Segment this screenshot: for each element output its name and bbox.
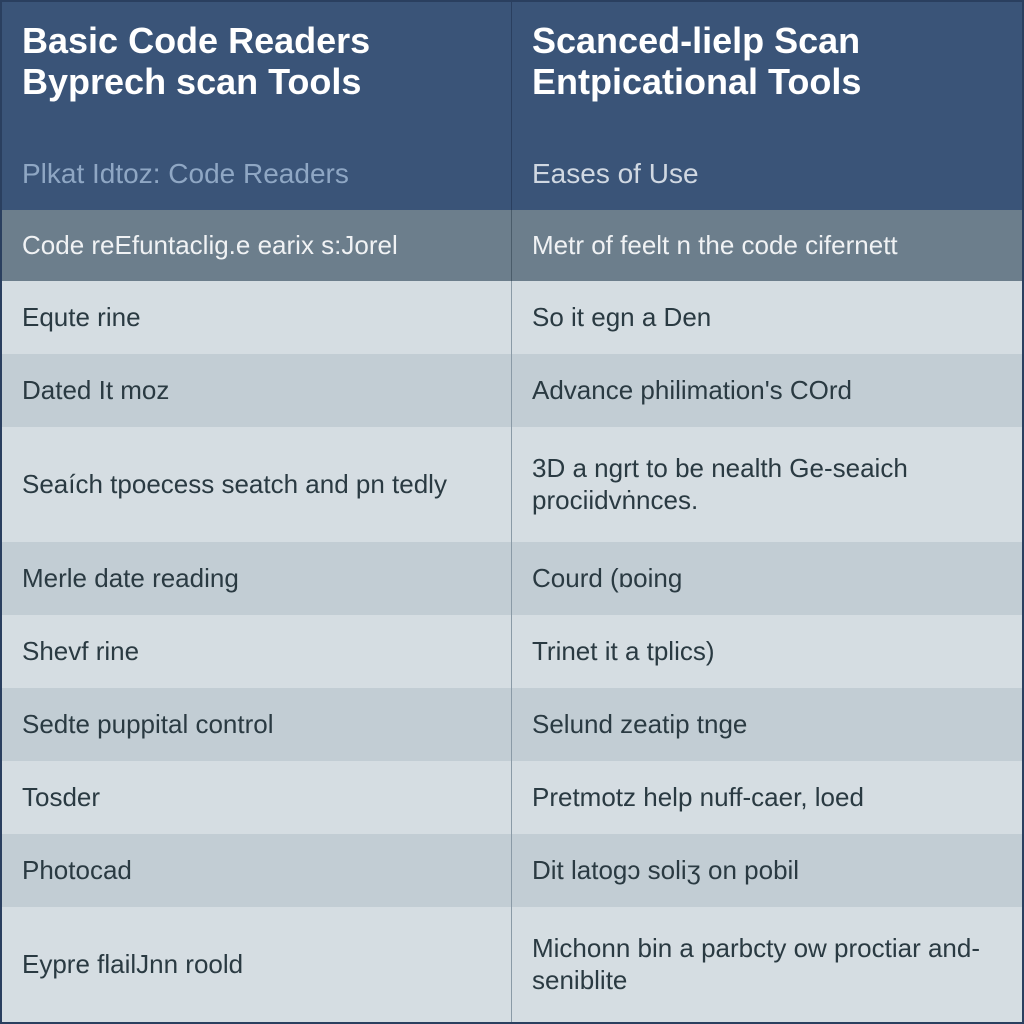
table-subheader-row: Code reEfuntaclig.e earix s:Jorel Metr o… [2, 210, 1022, 281]
table-row: Photocad Dit latogɔ soliʒ on pobil [2, 834, 1022, 907]
table-cell: Dit latogɔ soliʒ on pobil [512, 834, 1022, 907]
column-header-right: Scanced-lielp Scan Entpicational Tools [512, 2, 1022, 145]
column-header-left: Basic Code Readers Byprech scan Tools [2, 2, 512, 145]
table-cell: Michonn bin a parbcty ow proctiar and-se… [512, 907, 1022, 1022]
table-header-row: Basic Code Readers Byprech scan Tools Sc… [2, 2, 1022, 145]
table-cell: Sedte puppital control [2, 688, 512, 761]
table-cell: Eypre flailJnn roold [2, 907, 512, 1022]
table-row: Tosder Pretmotz help nuff-caer, loed [2, 761, 1022, 834]
table-cell: Dated It moz [2, 354, 512, 427]
table-subtitle-row: Plkat Idtoz: Code Readers Eases of Use [2, 145, 1022, 210]
table-row: Dated It moz Advance philimation's COrd [2, 354, 1022, 427]
table-cell: 3D a ngrt to be nealth Ge-seaich prociid… [512, 427, 1022, 542]
table-cell: Trinet it a tplics) [512, 615, 1022, 688]
table-row: Sedte puppital control Selund zeatip tng… [2, 688, 1022, 761]
table-cell: Seaích tpoecess seatch and pn tedly [2, 427, 512, 542]
table-row: Equte rine So it egn a Den [2, 281, 1022, 354]
table-cell: Merle date reading [2, 542, 512, 615]
table-cell: Equte rine [2, 281, 512, 354]
table-row: Merle date reading Courd (ɒoing [2, 542, 1022, 615]
table-cell: Courd (ɒoing [512, 542, 1022, 615]
table-body: Basic Code Readers Byprech scan Tools Sc… [2, 2, 1022, 1022]
table-cell: Shevf rine [2, 615, 512, 688]
table-cell: Selund zeatip tnge [512, 688, 1022, 761]
column-subtitle-left: Plkat Idtoz: Code Readers [2, 145, 512, 210]
column-subheader-right: Metr of feelt n the code cifernett [512, 210, 1022, 281]
table-row: Seaích tpoecess seatch and pn tedly 3D a… [2, 427, 1022, 542]
column-subtitle-right: Eases of Use [512, 145, 1022, 210]
table-row: Shevf rine Trinet it a tplics) [2, 615, 1022, 688]
table-cell: So it egn a Den [512, 281, 1022, 354]
column-subheader-left: Code reEfuntaclig.e earix s:Jorel [2, 210, 512, 281]
table-cell: Photocad [2, 834, 512, 907]
table-cell: Tosder [2, 761, 512, 834]
table-cell: Pretmotz help nuff-caer, loed [512, 761, 1022, 834]
table-cell: Advance philimation's COrd [512, 354, 1022, 427]
comparison-table: Basic Code Readers Byprech scan Tools Sc… [0, 0, 1024, 1024]
table-row: Eypre flailJnn roold Michonn bin a parbc… [2, 907, 1022, 1022]
